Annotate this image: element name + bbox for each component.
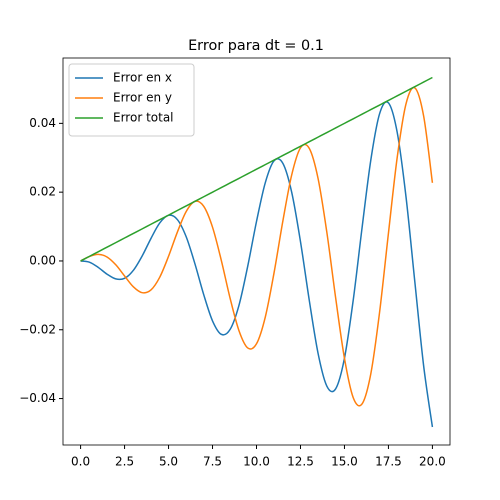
series-line: [80, 76, 433, 262]
plot-frame: [62, 57, 451, 446]
legend-label: Error total: [113, 111, 174, 125]
x-tick-label: 12.5: [287, 455, 314, 469]
y-tick-label: 0.04: [29, 116, 56, 130]
x-tick-label: 0.0: [71, 455, 90, 469]
x-tick-label: 20.0: [419, 455, 446, 469]
x-tick-label: 15.0: [331, 455, 358, 469]
x-tick-label: 5.0: [159, 455, 178, 469]
legend-label: Error en x: [113, 71, 172, 85]
x-tick-label: 17.5: [375, 455, 402, 469]
legend-label: Error en y: [113, 91, 172, 105]
x-tick-label: 7.5: [203, 455, 222, 469]
y-tick-label: 0.00: [29, 253, 56, 267]
y-tick-label: −0.04: [19, 391, 56, 405]
x-tick-label: 2.5: [115, 455, 134, 469]
y-tick-label: −0.02: [19, 322, 56, 336]
series-line: [80, 101, 434, 428]
chart-title: Error para dt = 0.1: [188, 38, 324, 54]
x-tick-label: 10.0: [243, 455, 270, 469]
y-tick-label: 0.02: [29, 185, 56, 199]
series-line: [80, 86, 434, 407]
